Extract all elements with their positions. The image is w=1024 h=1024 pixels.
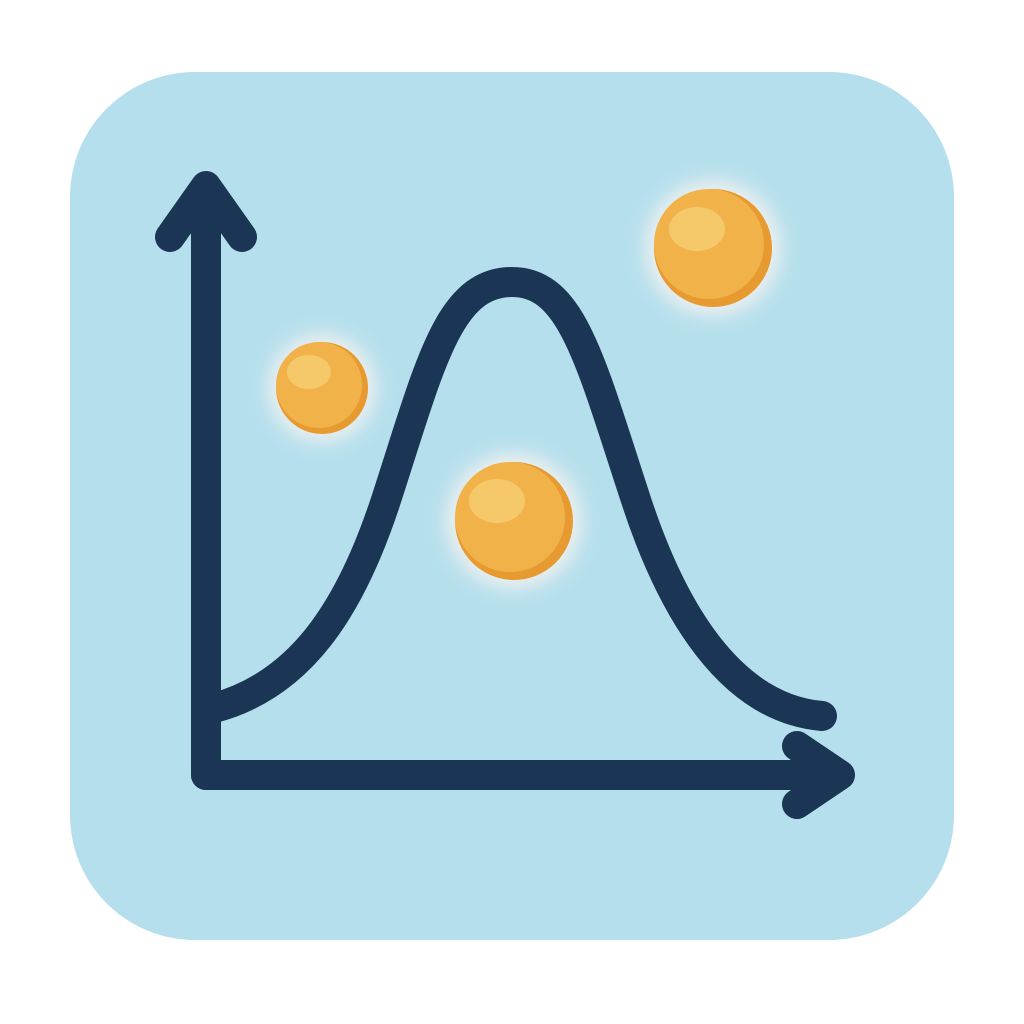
x-axis-arrow-icon [191, 731, 855, 819]
dot-top-right-icon [645, 180, 781, 316]
dot-center-icon [446, 453, 582, 589]
dot-small-left-icon [268, 334, 376, 442]
y-axis-arrow-icon [155, 171, 257, 790]
bell-curve-icon [199, 267, 837, 731]
